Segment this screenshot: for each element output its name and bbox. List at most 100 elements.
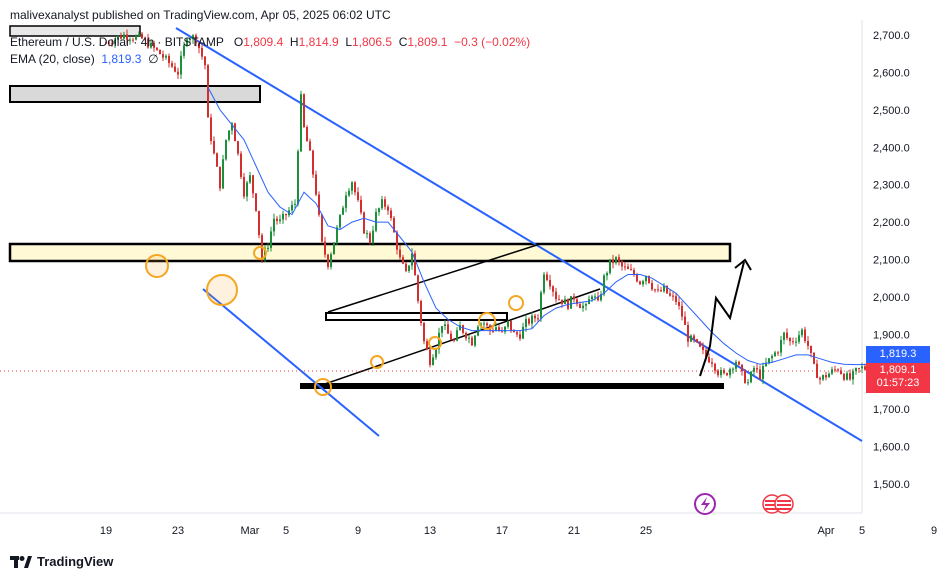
candle-body [366, 233, 368, 235]
candle-body [582, 305, 584, 309]
publisher-line: malivexanalyst published on TradingView.… [10, 8, 391, 22]
candle-body [351, 182, 353, 191]
candle-body [843, 373, 845, 380]
resistance-zone-2500 [9, 85, 261, 103]
candle-body [624, 266, 626, 268]
candle-body [510, 320, 512, 331]
candle-body [198, 43, 200, 49]
candle-body [378, 208, 380, 212]
symbol-legend: Ethereum / U.S. Dollar · 4h · BITSTAMP O… [10, 35, 530, 49]
descending-trendline-lower [202, 288, 380, 437]
candle-body [285, 213, 287, 216]
candle-body [414, 253, 416, 276]
candle-body [825, 375, 827, 378]
candle-body [345, 195, 347, 208]
candle-body [375, 211, 377, 231]
candle-body [543, 274, 545, 293]
close-value: 1,809.1 [407, 35, 448, 49]
candle-body [477, 326, 479, 336]
candle-body [246, 182, 248, 197]
candle-body [741, 364, 743, 372]
price-axis[interactable]: 2,700.0 2,600.0 2,500.0 2,400.0 2,300.0 2,200… [873, 30, 910, 491]
candle-body [513, 330, 515, 333]
candle-body [837, 369, 839, 371]
candle-body [474, 335, 476, 346]
support-resistance-zone-2100 [8, 242, 732, 263]
candle-body [720, 370, 722, 376]
price-tick-label: 2,700.0 [873, 30, 910, 42]
candle-body [675, 296, 677, 302]
candle-body [465, 332, 467, 339]
candle-body [123, 34, 125, 39]
candle-body [126, 34, 128, 40]
symbol-name[interactable]: Ethereum / U.S. Dollar · 4h · BITSTAMP [10, 35, 224, 49]
candle-body [696, 339, 698, 342]
candle-body [444, 324, 446, 327]
candle-body [447, 324, 449, 334]
candle-body [645, 275, 647, 282]
candle-body [141, 33, 143, 39]
candle-body [726, 373, 728, 376]
candle-body [219, 166, 221, 189]
touch-marker [508, 295, 524, 311]
change-value: −0.3 (−0.02%) [454, 35, 531, 49]
candle-body [642, 281, 644, 285]
candle-body [600, 294, 602, 301]
high-value: 1,814.9 [298, 35, 339, 49]
candle-body [168, 55, 170, 64]
candle-body [309, 141, 311, 151]
candle-body [315, 174, 317, 195]
candle-body [495, 327, 497, 331]
candle-body [621, 261, 623, 267]
candle-body [372, 230, 374, 243]
candle-body [486, 323, 488, 326]
candle-body [420, 300, 422, 323]
candle-body [162, 54, 164, 58]
candle-body [138, 33, 140, 36]
last-price-tag: 1,809.1 01:57:23 [866, 363, 930, 393]
candle-body [183, 45, 185, 56]
time-axis[interactable]: 1923Mar5913172125Apr5913 [100, 525, 939, 537]
candle-body [336, 227, 338, 243]
candle-body [333, 242, 335, 255]
candle-body [468, 337, 470, 339]
range-box [325, 312, 508, 321]
candle-body [525, 318, 527, 327]
candle-body [663, 285, 665, 292]
candle-body [813, 352, 815, 364]
candle-body [537, 318, 539, 320]
candle-body [111, 43, 113, 45]
ema-legend[interactable]: EMA (20, close) 1,819.3 ∅ [10, 52, 159, 66]
candle-body [159, 49, 161, 55]
candle-body [339, 214, 341, 228]
candle-body [771, 356, 773, 359]
candle-body [699, 341, 701, 347]
candle-body [207, 65, 209, 118]
candle-body [213, 140, 215, 154]
candle-body [585, 304, 587, 306]
candle-body [840, 370, 842, 374]
low-value: 1,806.5 [352, 35, 393, 49]
candle-body [549, 280, 551, 287]
candle-body [324, 241, 326, 255]
ema-label: EMA (20, close) [10, 52, 95, 66]
candle-body [753, 367, 755, 372]
us-flag-icon[interactable] [762, 494, 794, 514]
candle-body [108, 42, 110, 44]
candle-body [360, 199, 362, 213]
candle-body [252, 175, 254, 194]
candle-body [801, 329, 803, 336]
time-tick-label: 9 [355, 525, 361, 537]
candle-body [666, 285, 668, 294]
last-price-value: 1,809.1 [879, 364, 917, 376]
candle-body [732, 368, 734, 370]
lightning-icon[interactable] [694, 493, 716, 515]
candle-body [393, 218, 395, 233]
high-label: H [289, 35, 299, 49]
open-value: 1,809.4 [243, 35, 284, 49]
tradingview-brand[interactable]: TradingView [10, 554, 113, 569]
candle-body [591, 296, 593, 300]
candle-body [864, 366, 866, 370]
touch-marker [314, 378, 332, 396]
